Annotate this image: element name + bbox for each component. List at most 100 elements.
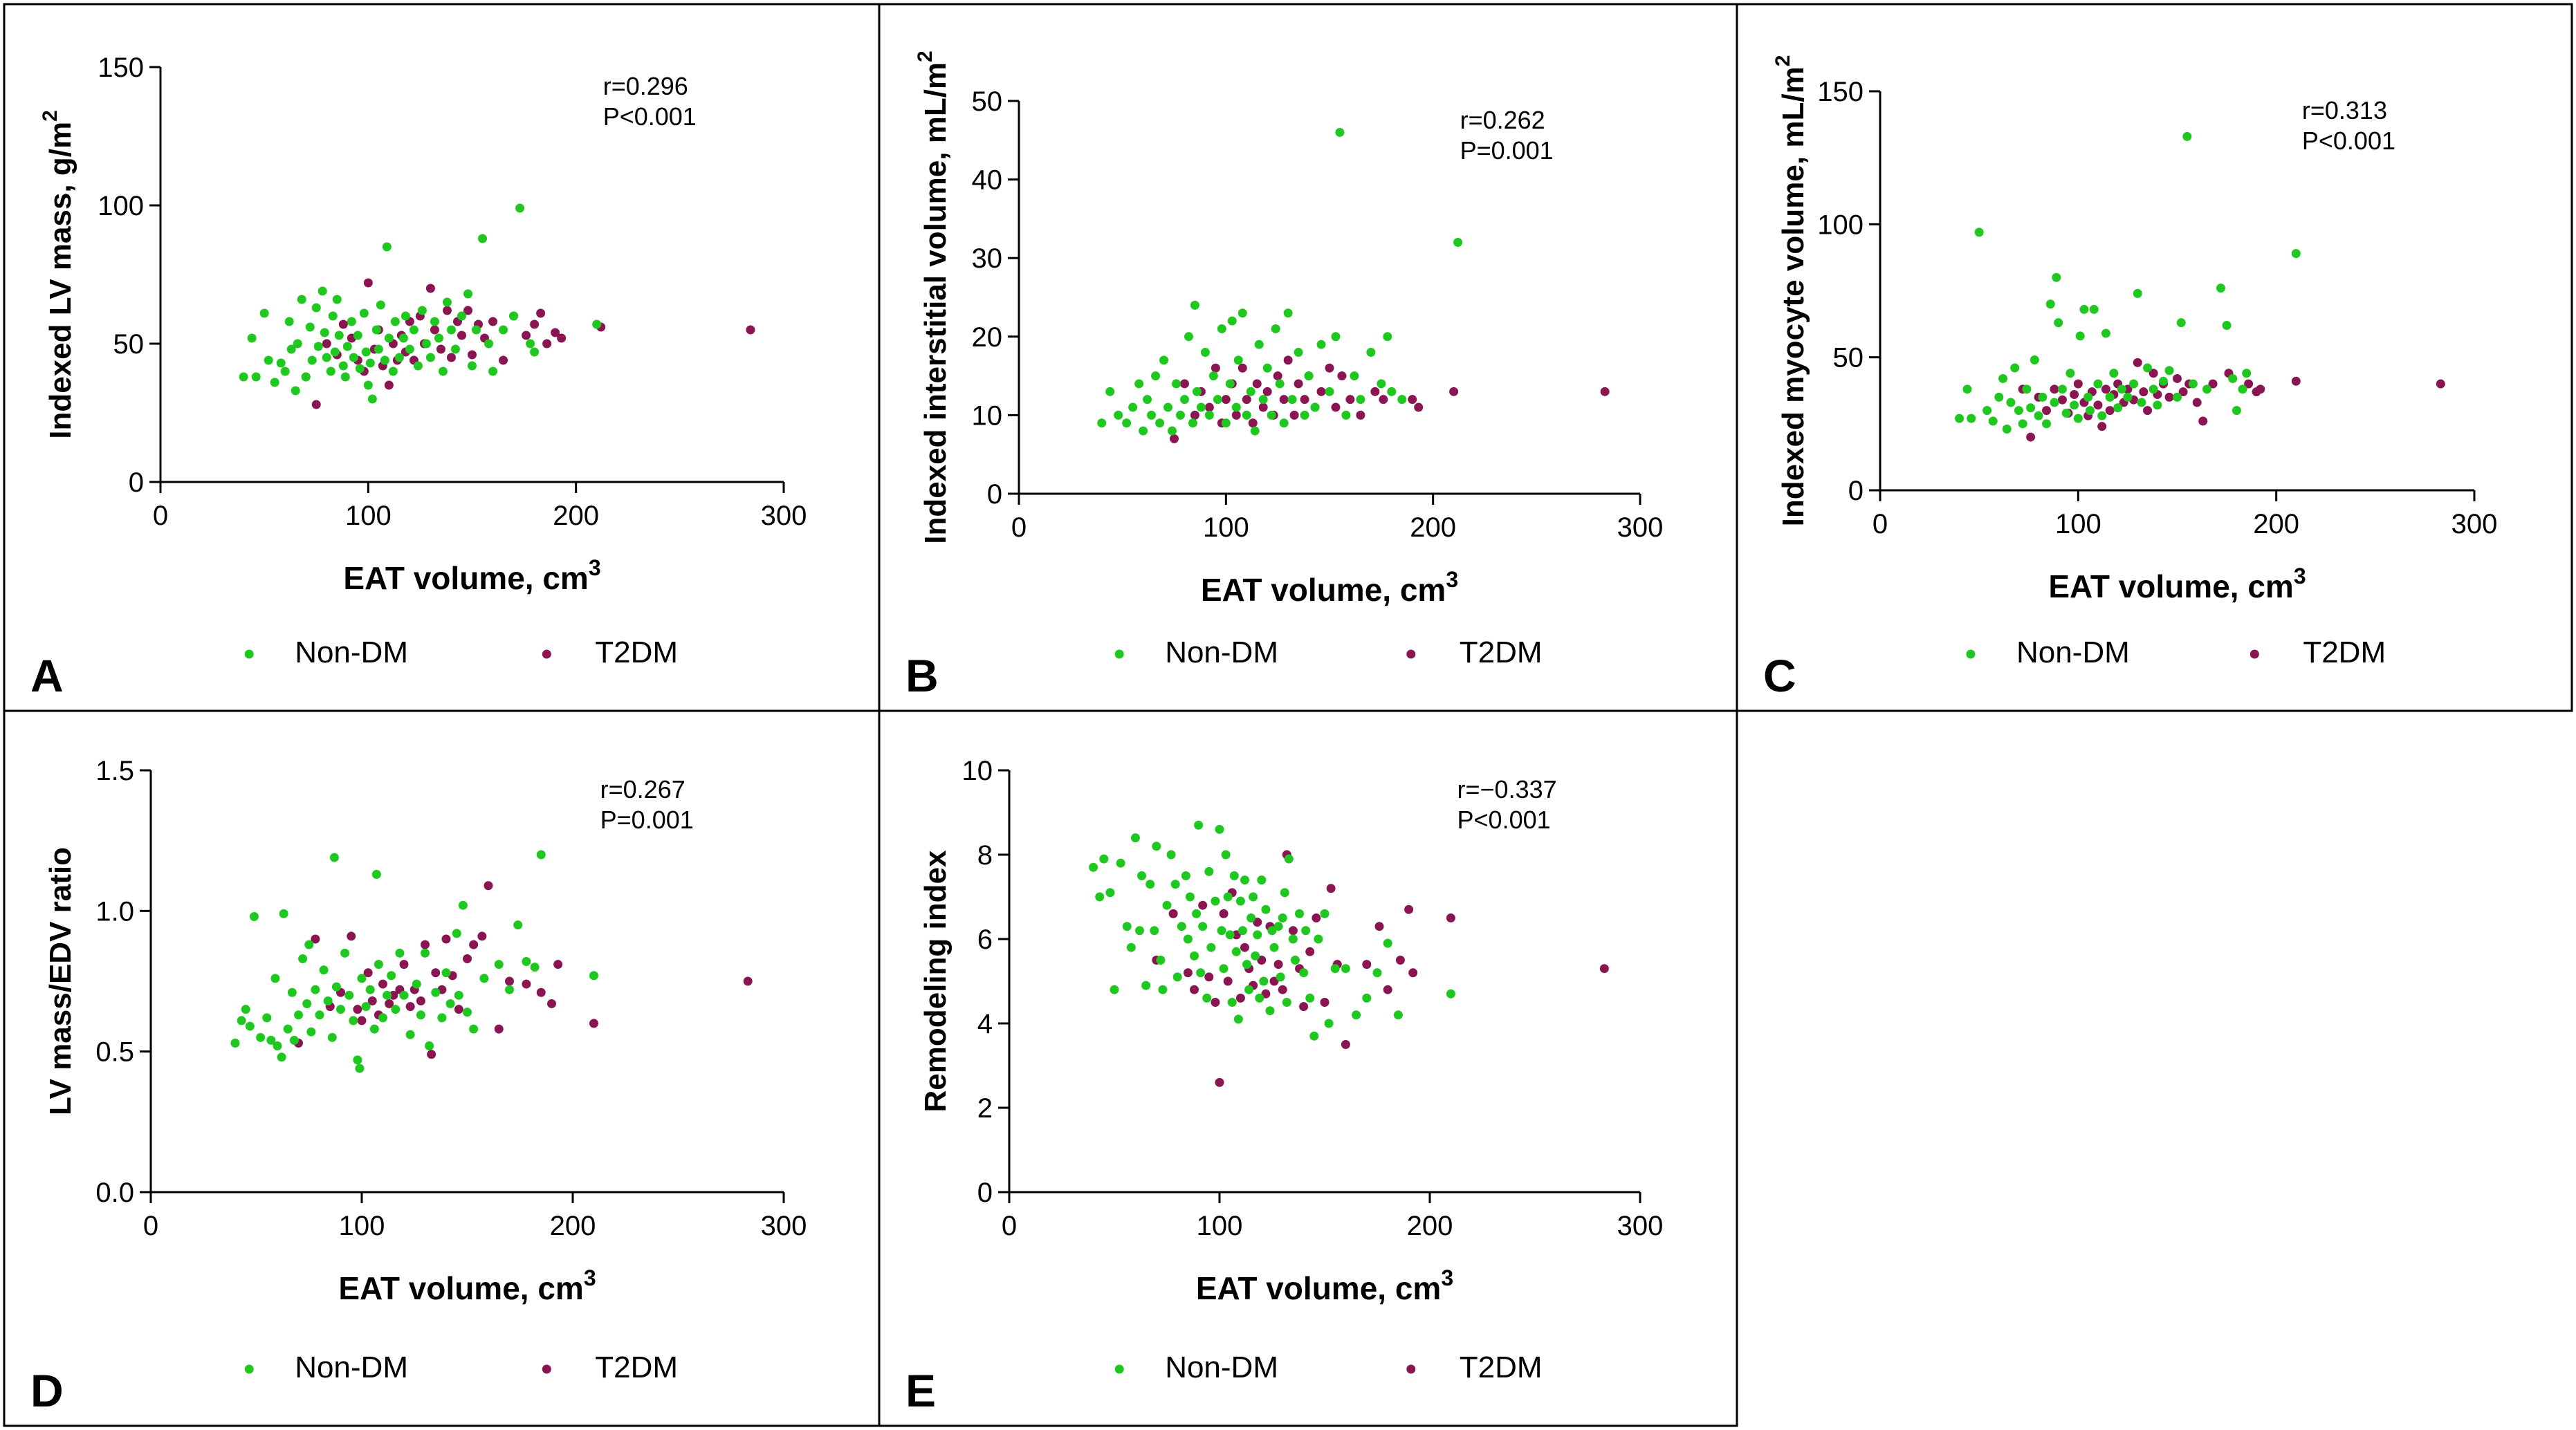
data-point-t2dm [2097, 422, 2107, 431]
data-point-non-dm [286, 344, 296, 354]
x-tick-label: 200 [2253, 509, 2299, 539]
data-point-non-dm [395, 948, 405, 958]
data-point-t2dm [1215, 1077, 1224, 1087]
data-point-non-dm [1267, 410, 1276, 420]
data-point-non-dm [2109, 369, 2119, 378]
data-point-non-dm [1254, 340, 1264, 349]
data-point-non-dm [361, 347, 371, 357]
data-point-non-dm [363, 380, 373, 390]
data-point-t2dm [746, 325, 755, 335]
y-tick-label: 40 [972, 165, 1003, 196]
data-point-non-dm [434, 333, 443, 343]
data-point-non-dm [1122, 922, 1132, 931]
data-point-t2dm [1289, 410, 1299, 420]
data-point-non-dm [2057, 384, 2067, 394]
data-point-t2dm [1294, 379, 1303, 389]
data-point-non-dm [1204, 866, 1214, 876]
data-point-non-dm [1134, 379, 1144, 389]
data-point-non-dm [342, 342, 352, 351]
data-point-non-dm [1325, 387, 1334, 396]
data-point-t2dm [353, 1005, 362, 1014]
data-point-non-dm [450, 344, 460, 354]
data-point-non-dm [2242, 369, 2252, 378]
data-point-non-dm [509, 311, 519, 321]
data-point-non-dm [438, 366, 448, 376]
data-point-t2dm [551, 328, 560, 337]
data-point-non-dm [2045, 299, 2055, 309]
data-point-t2dm [743, 976, 753, 986]
data-point-non-dm [437, 1013, 447, 1023]
data-point-t2dm [1312, 913, 1321, 922]
data-point-non-dm [1162, 900, 1172, 910]
data-point-non-dm [1225, 930, 1235, 940]
data-point-t2dm [2093, 400, 2103, 410]
data-point-non-dm [374, 344, 383, 354]
data-point-t2dm [2070, 390, 2079, 400]
data-point-non-dm [1998, 373, 2008, 383]
data-point-non-dm [1196, 968, 1206, 978]
data-point-non-dm [1974, 228, 1984, 237]
data-point-non-dm [302, 999, 312, 1009]
data-point-non-dm [1114, 410, 1123, 420]
data-point-non-dm [1233, 1014, 1243, 1024]
data-point-non-dm [388, 366, 398, 376]
data-point-non-dm [1217, 324, 1226, 333]
data-point-non-dm [1233, 355, 1243, 365]
data-point-non-dm [387, 971, 396, 981]
data-point-non-dm [1246, 913, 1256, 922]
data-point-non-dm [2050, 398, 2059, 407]
data-point-non-dm [1204, 410, 1214, 420]
x-tick-label: 0 [143, 1211, 158, 1241]
stat-r-value: r=0.313 [2302, 96, 2387, 124]
data-point-non-dm [1955, 414, 1965, 423]
data-point-non-dm [1095, 892, 1105, 902]
x-tick-label: 0 [1873, 509, 1888, 539]
y-tick-label: 50 [972, 86, 1003, 117]
data-point-non-dm [409, 325, 418, 335]
data-point-t2dm [1278, 985, 1287, 994]
data-point-non-dm [1299, 968, 1309, 978]
data-point-non-dm [1276, 972, 1285, 982]
data-point-non-dm [241, 1005, 250, 1014]
data-point-non-dm [2089, 304, 2099, 314]
y-tick-label: 50 [113, 329, 145, 360]
data-point-non-dm [2238, 384, 2247, 394]
legend-marker-non-dm [244, 1364, 254, 1374]
data-point-t2dm [530, 319, 540, 329]
legend-marker-t2dm [542, 1364, 551, 1374]
data-point-non-dm [1179, 395, 1189, 405]
data-point-non-dm [1253, 930, 1262, 940]
data-point-t2dm [1204, 972, 1214, 982]
y-axis-label: Indexed myocyte volume, mL/m2 [1772, 55, 1810, 527]
legend-marker-non-dm [1114, 1364, 1124, 1374]
data-point-non-dm [1130, 833, 1140, 843]
data-point-non-dm [1301, 926, 1311, 936]
data-point-t2dm [1408, 395, 1417, 405]
data-point-non-dm [1278, 913, 1287, 922]
data-point-non-dm [2002, 425, 2012, 434]
x-tick-label: 100 [2055, 509, 2101, 539]
data-point-t2dm [1326, 884, 1336, 893]
data-point-non-dm [270, 378, 279, 387]
data-point-non-dm [458, 900, 468, 910]
data-point-t2dm [1600, 387, 1610, 396]
stat-r-value: r=0.267 [600, 775, 686, 804]
data-point-non-dm [1320, 909, 1330, 918]
data-point-non-dm [291, 386, 300, 396]
data-point-t2dm [1305, 947, 1315, 956]
legend-label-t2dm: T2DM [1460, 1350, 1543, 1384]
x-axis-label-text: EAT volume, cm [1201, 572, 1446, 608]
data-point-non-dm [2188, 379, 2198, 389]
data-point-t2dm [338, 319, 348, 329]
data-point-non-dm [301, 372, 311, 382]
data-point-t2dm [1273, 960, 1283, 969]
data-point-t2dm [431, 968, 441, 978]
data-point-non-dm [2105, 392, 2115, 402]
data-point-t2dm [1299, 1002, 1309, 1012]
stat-r-value: r=0.296 [603, 72, 688, 100]
data-point-non-dm [1362, 993, 1372, 1003]
data-point-non-dm [412, 979, 421, 989]
data-point-t2dm [477, 931, 487, 941]
data-point-non-dm [1225, 379, 1235, 389]
